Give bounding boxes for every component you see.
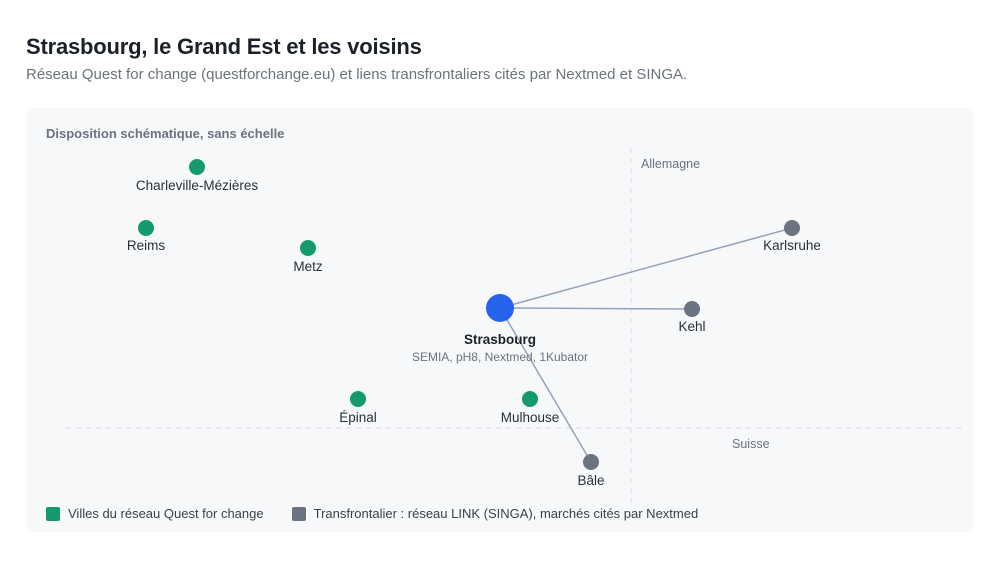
city-node bbox=[522, 391, 538, 407]
city-node bbox=[684, 301, 700, 317]
city-mulhouse: Mulhouse bbox=[501, 391, 560, 425]
legend-swatch-green bbox=[46, 506, 60, 521]
city-metz: Metz bbox=[293, 240, 323, 274]
city-node bbox=[189, 159, 205, 175]
diagram-panel: Disposition schématique, sans échelle Al… bbox=[26, 108, 974, 532]
city-karlsruhe: Karlsruhe bbox=[763, 220, 821, 253]
city-label: Reims bbox=[127, 238, 166, 253]
city-kehl: Kehl bbox=[678, 301, 706, 334]
hub-node bbox=[486, 294, 514, 322]
city-charleville-mezieres: Charleville-Mézières bbox=[136, 159, 259, 193]
city-node bbox=[784, 220, 800, 236]
legend-swatch-grey bbox=[291, 506, 306, 521]
region-label-switzerland: Suisse bbox=[732, 437, 770, 451]
city-node bbox=[138, 220, 154, 236]
legend-label-crossborder: Transfrontalier : réseau LINK (SINGA), m… bbox=[313, 506, 699, 521]
page-title: Strasbourg, le Grand Est et les voisins bbox=[26, 34, 422, 59]
city-node bbox=[350, 391, 366, 407]
city-node bbox=[583, 454, 599, 470]
city-bale: Bâle bbox=[577, 454, 605, 488]
city-label: Metz bbox=[293, 259, 323, 274]
hub-strasbourg: Strasbourg SEMIA, pH8, Nextmed, 1Kubator bbox=[412, 294, 588, 364]
city-label: Épinal bbox=[339, 410, 377, 425]
hub-label: Strasbourg bbox=[464, 332, 536, 347]
city-reims: Reims bbox=[127, 220, 166, 253]
legend-label-network: Villes du réseau Quest for change bbox=[68, 506, 264, 521]
link-strasbourg-bale bbox=[499, 307, 592, 463]
link-strasbourg-karlsruhe bbox=[499, 227, 793, 309]
city-node bbox=[300, 240, 316, 256]
region-label-germany: Allemagne bbox=[641, 157, 700, 171]
hub-detail: SEMIA, pH8, Nextmed, 1Kubator bbox=[412, 350, 588, 364]
city-epinal: Épinal bbox=[339, 391, 377, 425]
link-strasbourg-kehl bbox=[499, 307, 693, 310]
panel-label: Disposition schématique, sans échelle bbox=[46, 126, 285, 141]
legend-item-network: Villes du réseau Quest for change bbox=[46, 506, 264, 521]
city-label: Charleville-Mézières bbox=[136, 178, 259, 193]
city-label: Bâle bbox=[577, 473, 604, 488]
city-label: Mulhouse bbox=[501, 410, 560, 425]
city-label: Kehl bbox=[678, 319, 705, 334]
diagram-canvas: Allemagne Suisse Charleville-Mézières Re… bbox=[66, 148, 966, 508]
page-subtitle: Réseau Quest for change (questforchange.… bbox=[26, 66, 688, 83]
legend: Villes du réseau Quest for change Transf… bbox=[46, 506, 726, 521]
city-label: Karlsruhe bbox=[763, 238, 821, 253]
legend-item-crossborder: Transfrontalier : réseau LINK (SINGA), m… bbox=[291, 506, 699, 521]
